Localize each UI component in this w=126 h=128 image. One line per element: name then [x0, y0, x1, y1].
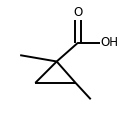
Text: OH: OH — [101, 36, 119, 49]
Text: O: O — [73, 6, 83, 19]
